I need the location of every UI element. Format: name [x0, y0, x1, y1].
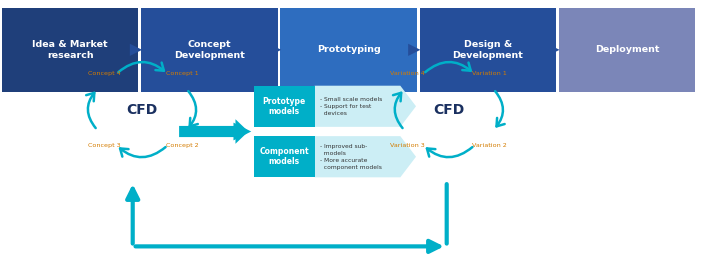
- Text: Component
models: Component models: [260, 147, 309, 166]
- Text: - Improved sub-
  models
- More accurate
  component models: - Improved sub- models - More accurate c…: [320, 144, 383, 170]
- FancyArrow shape: [179, 119, 248, 144]
- FancyBboxPatch shape: [2, 8, 139, 92]
- Text: Concept 4: Concept 4: [88, 71, 121, 76]
- FancyArrowPatch shape: [120, 147, 166, 157]
- Polygon shape: [315, 86, 416, 127]
- Text: Variation 1: Variation 1: [472, 71, 507, 76]
- Text: Prototype
models: Prototype models: [262, 97, 306, 116]
- Text: Variation 2: Variation 2: [472, 143, 507, 148]
- FancyArrowPatch shape: [495, 91, 505, 126]
- Text: Deployment: Deployment: [595, 45, 659, 54]
- FancyBboxPatch shape: [280, 8, 417, 92]
- Text: Prototyping: Prototyping: [317, 45, 380, 54]
- FancyArrowPatch shape: [119, 62, 164, 72]
- Text: Variation 4: Variation 4: [390, 71, 425, 76]
- FancyArrowPatch shape: [393, 93, 403, 128]
- FancyBboxPatch shape: [558, 8, 695, 92]
- Text: Concept 1: Concept 1: [167, 71, 199, 76]
- FancyBboxPatch shape: [254, 136, 315, 177]
- FancyArrowPatch shape: [87, 93, 96, 128]
- FancyArrowPatch shape: [188, 91, 198, 126]
- FancyBboxPatch shape: [254, 86, 315, 127]
- FancyBboxPatch shape: [420, 8, 556, 92]
- Text: - Small scale models
- Support for test
  devices: - Small scale models - Support for test …: [320, 97, 383, 116]
- Text: Variation 3: Variation 3: [390, 143, 425, 148]
- Text: CFD: CFD: [127, 103, 157, 117]
- Text: Design &
Development: Design & Development: [453, 40, 523, 60]
- Text: CFD: CFD: [433, 103, 465, 117]
- Polygon shape: [315, 136, 416, 177]
- Text: Concept
Development: Concept Development: [174, 40, 245, 60]
- FancyBboxPatch shape: [142, 8, 277, 92]
- Text: Idea & Market
research: Idea & Market research: [32, 40, 108, 60]
- FancyArrowPatch shape: [427, 147, 473, 157]
- FancyArrowPatch shape: [425, 62, 470, 72]
- Text: Concept 3: Concept 3: [88, 143, 121, 148]
- Text: Concept 2: Concept 2: [167, 143, 199, 148]
